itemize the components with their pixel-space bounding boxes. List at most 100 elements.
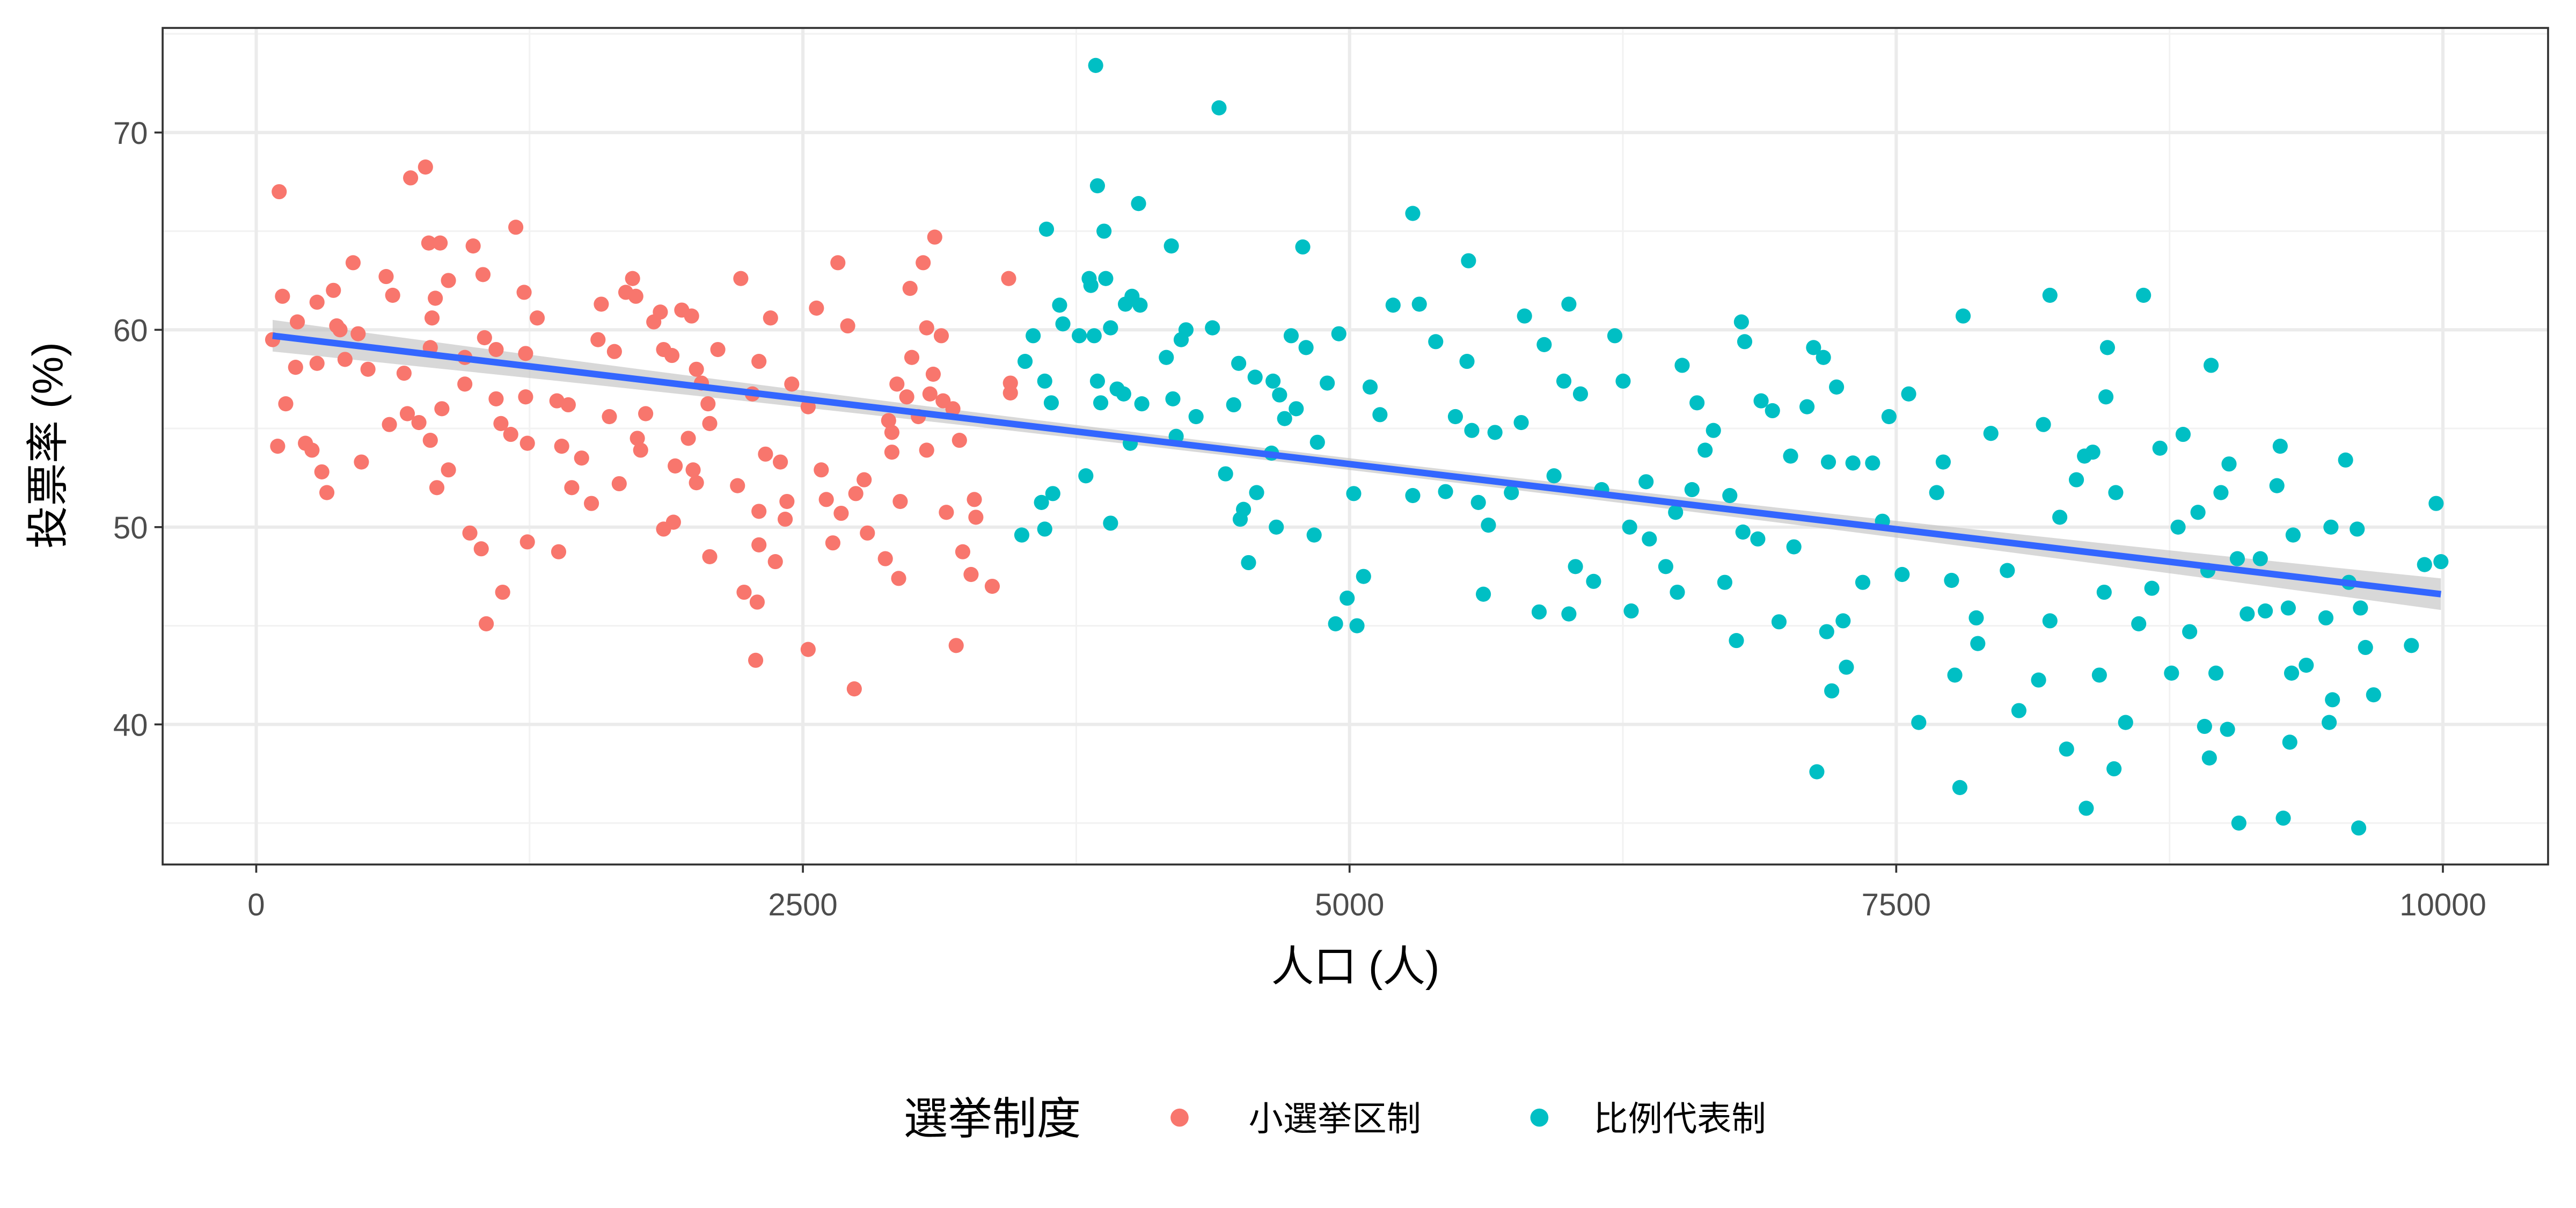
- point-single-member: [360, 361, 376, 377]
- point-single-member: [633, 442, 648, 458]
- point-single-member: [814, 462, 829, 478]
- point-proportional: [2231, 815, 2246, 831]
- point-single-member: [606, 344, 622, 359]
- point-proportional: [1783, 448, 1798, 464]
- point-proportional: [1088, 57, 1103, 73]
- point-proportional: [1750, 531, 1766, 547]
- point-proportional: [1086, 328, 1102, 344]
- point-single-member: [518, 389, 533, 405]
- point-single-member: [495, 584, 510, 600]
- point-single-member: [884, 445, 899, 460]
- point-proportional: [1697, 442, 1713, 458]
- point-proportional: [1349, 618, 1365, 634]
- point-single-member: [1002, 375, 1018, 391]
- y-tick-label: 70: [113, 116, 148, 151]
- point-proportional: [2433, 554, 2449, 570]
- point-single-member: [967, 492, 982, 507]
- point-proportional: [1561, 606, 1577, 622]
- point-proportional: [1438, 484, 1453, 499]
- point-proportional: [1623, 603, 1639, 619]
- y-axis-title: 投票率 (%): [24, 342, 71, 549]
- point-single-member: [800, 642, 816, 657]
- point-proportional: [1824, 683, 1840, 698]
- point-single-member: [925, 366, 941, 382]
- point-proportional: [2221, 456, 2237, 472]
- point-proportional: [1428, 334, 1444, 350]
- point-single-member: [378, 268, 394, 285]
- point-single-member: [773, 454, 788, 470]
- point-single-member: [519, 435, 535, 451]
- point-single-member: [314, 464, 330, 479]
- point-single-member: [554, 439, 569, 454]
- point-single-member: [590, 332, 606, 347]
- point-proportional: [2131, 616, 2147, 631]
- point-proportional: [1272, 387, 1287, 403]
- point-proportional: [1706, 423, 1721, 438]
- point-single-member: [594, 296, 609, 312]
- point-single-member: [350, 326, 366, 341]
- point-single-member: [730, 478, 745, 493]
- point-proportional: [2136, 287, 2151, 303]
- point-single-member: [433, 235, 448, 251]
- point-single-member: [560, 397, 576, 413]
- point-proportional: [2096, 584, 2112, 600]
- point-proportional: [1689, 395, 1705, 411]
- point-proportional: [1289, 401, 1304, 417]
- point-single-member: [611, 476, 627, 492]
- point-proportional: [2069, 472, 2084, 487]
- point-single-member: [684, 308, 699, 324]
- point-single-member: [689, 361, 704, 377]
- point-proportional: [1935, 454, 1951, 470]
- point-proportional: [1658, 559, 1673, 574]
- point-proportional: [1103, 515, 1118, 531]
- point-single-member: [857, 472, 872, 487]
- point-proportional: [2322, 715, 2337, 730]
- point-single-member: [503, 426, 518, 442]
- y-tick-label: 40: [113, 708, 148, 743]
- point-single-member: [462, 525, 478, 541]
- point-single-member: [952, 433, 967, 448]
- point-single-member: [518, 346, 533, 361]
- point-proportional: [1674, 358, 1690, 373]
- point-proportional: [1078, 468, 1094, 484]
- point-single-member: [748, 652, 764, 668]
- point-proportional: [2085, 445, 2101, 460]
- point-single-member: [441, 273, 456, 288]
- point-proportional: [1970, 636, 1986, 651]
- point-single-member: [1001, 271, 1016, 286]
- point-proportional: [1464, 423, 1480, 438]
- point-proportional: [1901, 386, 1916, 402]
- point-proportional: [1134, 396, 1150, 412]
- point-proportional: [1159, 350, 1174, 365]
- point-proportional: [1038, 221, 1055, 237]
- point-proportional: [1546, 468, 1562, 484]
- point-single-member: [710, 341, 726, 358]
- point-proportional: [2208, 665, 2224, 681]
- point-single-member: [933, 328, 949, 344]
- point-proportional: [2325, 692, 2340, 708]
- point-single-member: [354, 454, 369, 470]
- point-single-member: [889, 376, 905, 392]
- point-proportional: [1340, 591, 1355, 606]
- point-proportional: [1241, 555, 1256, 571]
- point-proportional: [1829, 379, 1845, 395]
- point-proportional: [2108, 485, 2124, 500]
- point-single-member: [508, 220, 524, 235]
- point-proportional: [1132, 297, 1148, 313]
- point-single-member: [749, 594, 765, 610]
- point-proportional: [1328, 616, 1343, 631]
- y-axis: 40 50 60 70: [113, 116, 163, 743]
- point-proportional: [1835, 613, 1851, 629]
- point-single-member: [984, 578, 1000, 594]
- point-proportional: [1026, 328, 1041, 344]
- point-proportional: [1103, 320, 1118, 336]
- point-proportional: [1929, 485, 1944, 500]
- point-single-member: [337, 352, 353, 367]
- point-single-member: [818, 492, 834, 507]
- point-single-member: [309, 294, 325, 310]
- point-proportional: [2170, 519, 2186, 535]
- point-proportional: [1116, 386, 1131, 402]
- point-single-member: [751, 537, 767, 552]
- point-proportional: [1362, 379, 1378, 395]
- point-single-member: [278, 396, 294, 412]
